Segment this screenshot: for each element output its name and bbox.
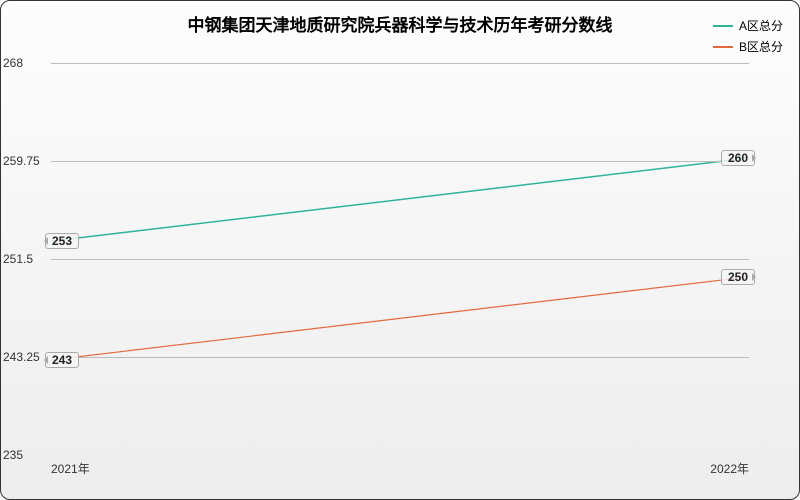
legend: A区总分 B区总分	[713, 17, 783, 59]
series-line	[51, 277, 749, 360]
value-label: 250	[721, 269, 755, 285]
series-line	[51, 158, 749, 241]
legend-label-a: A区总分	[739, 17, 783, 34]
gridline	[51, 63, 749, 64]
chart-title: 中钢集团天津地质研究院兵器科学与技术历年考研分数线	[1, 11, 799, 36]
value-label: 260	[721, 150, 755, 166]
value-label: 243	[45, 352, 79, 368]
legend-item-b: B区总分	[713, 38, 783, 55]
y-tick-label: 251.5	[3, 252, 47, 266]
x-tick-label: 2022年	[710, 460, 749, 477]
value-label: 253	[45, 233, 79, 249]
gridline	[51, 357, 749, 358]
plot-area: 235243.25251.5259.752682021年2022年2532602…	[51, 63, 749, 455]
legend-swatch-b	[713, 46, 733, 48]
y-tick-label: 259.75	[3, 154, 47, 168]
x-tick-label: 2021年	[51, 460, 90, 477]
gridline	[51, 161, 749, 162]
y-tick-label: 235	[3, 448, 47, 462]
score-line-chart: 中钢集团天津地质研究院兵器科学与技术历年考研分数线 A区总分 B区总分 2352…	[0, 0, 800, 500]
gridline	[51, 259, 749, 260]
y-tick-label: 268	[3, 56, 47, 70]
legend-item-a: A区总分	[713, 17, 783, 34]
legend-swatch-a	[713, 25, 733, 27]
legend-label-b: B区总分	[739, 38, 783, 55]
